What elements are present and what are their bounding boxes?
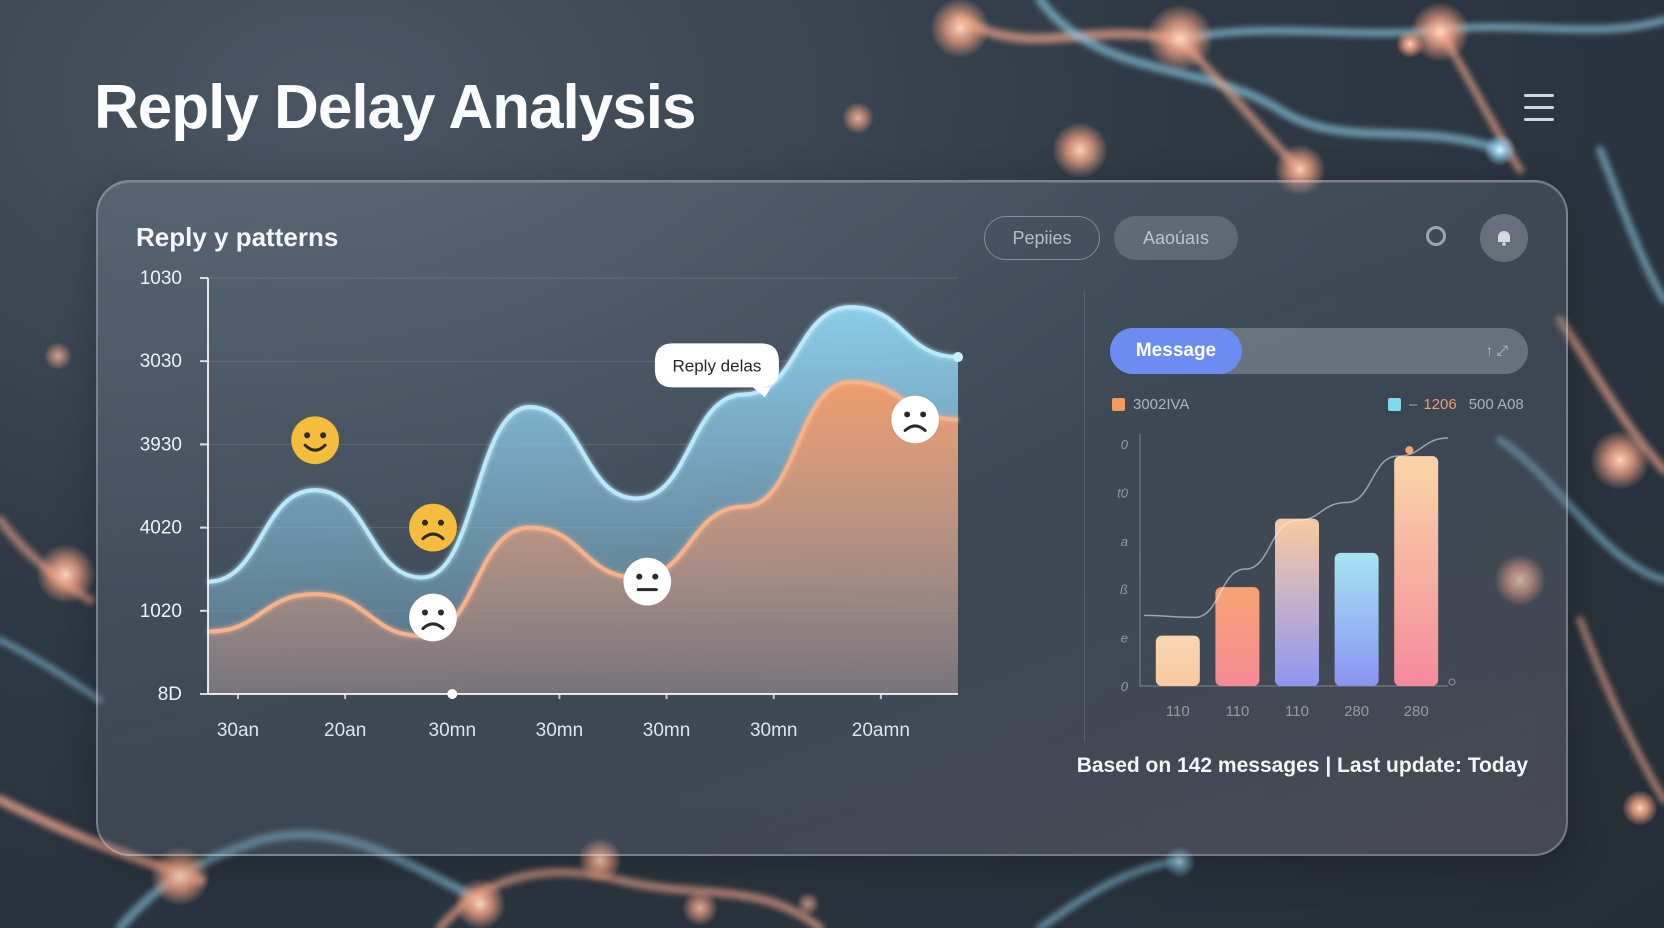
replies-filter-button[interactable]: Pepiies [984, 216, 1100, 260]
footer-note: Based on 142 messages | Last update: Tod… [1076, 754, 1528, 777]
bar-x-tick-label: 110 [1285, 703, 1309, 720]
bar [1275, 518, 1319, 686]
refresh-icon[interactable] [1426, 226, 1446, 246]
legend-swatch-blue [1388, 398, 1401, 411]
analysis-card: 8D 1020 4020 3930 3030 1030 30an 20an 30mn 30mn 30… [96, 180, 1568, 856]
x-tick-label: 30mn [536, 720, 584, 741]
hamburger-menu-icon[interactable] [1524, 94, 1554, 126]
bar-x-tick-label: 110 [1166, 703, 1190, 720]
x-tick-label: 20an [324, 720, 366, 741]
y-tick-label: 1020 [140, 601, 182, 622]
area-chart-markers [290, 394, 940, 642]
message-dropdown[interactable]: Message ↑ ⤢ [1110, 328, 1528, 374]
legend-label: ‒ [1409, 396, 1418, 413]
bar [1394, 456, 1439, 686]
bar-y-tick-label: t0 [1117, 485, 1129, 500]
x-axis-handle[interactable] [447, 689, 458, 699]
y-tick-label: 3930 [140, 434, 182, 455]
bar [1155, 635, 1200, 686]
series-line [207, 305, 959, 584]
bar-x-tick-label: 280 [1404, 703, 1429, 720]
mood-sad-icon [890, 394, 940, 444]
legend-item: 3002IVA [1112, 396, 1189, 413]
trend-point [1405, 446, 1414, 455]
tooltip-text: Reply delas [673, 356, 762, 375]
series-area [208, 382, 958, 694]
dropdown-caret-icon: ↑ ⤢ [1485, 342, 1508, 358]
bar-y-tick-label: a [1121, 534, 1128, 549]
x-tick-label: 20amn [852, 720, 910, 741]
mood-sad-icon [408, 503, 458, 553]
bar-y-tick-label: e [1121, 631, 1128, 646]
series-line [207, 379, 959, 638]
bar-x-tick-label: 110 [1225, 703, 1249, 720]
y-tick-label: 3030 [140, 351, 182, 372]
bar-y-tick-label: 0 [1121, 679, 1129, 694]
bar-x-tick-label: 280 [1344, 703, 1369, 720]
bar-y-tick-label: ß [1120, 582, 1128, 597]
panel-divider [1084, 292, 1085, 742]
analytics-filter-button[interactable]: Aaoúaıs [1114, 216, 1238, 260]
bar-chart: 0 e ß a t0 0 110 110 110 280 280 [1117, 434, 1456, 720]
area-chart-series [207, 305, 963, 694]
notification-button[interactable] [1480, 214, 1528, 262]
legend-value: 500 A08 [1468, 396, 1524, 413]
bar [1334, 552, 1379, 686]
page-title: Reply Delay Analysis [94, 73, 696, 142]
legend-label: 3002IVA [1133, 396, 1190, 413]
x-tick-label: 30an [217, 720, 259, 741]
x-tick-label: 30mn [429, 720, 477, 741]
message-dropdown-label: Message [1110, 328, 1242, 374]
bar [1215, 587, 1260, 686]
mood-happy-icon [290, 415, 340, 465]
series-endpoint [953, 352, 963, 363]
legend-value: 1206 [1423, 396, 1457, 413]
card-title: Reply y patterns [136, 222, 339, 252]
y-tick-label: 4020 [140, 518, 182, 539]
area-chart-axes: 8D 1020 4020 3930 3030 1030 30an 20an 30mn 30mn 30… [140, 268, 958, 741]
y-tick-label: 1030 [140, 268, 182, 289]
bar-y-tick-label: 0 [1121, 437, 1129, 452]
bell-icon [1498, 231, 1510, 246]
reply-delay-tooltip: Reply delas [654, 343, 779, 398]
legend-swatch-orange [1112, 398, 1125, 411]
x-tick-label: 30mn [750, 720, 798, 741]
chart-canvas: 8D 1020 4020 3930 3030 1030 30an 20an 30mn 30mn 30… [140, 268, 1456, 741]
y-tick-label: 8D [158, 684, 182, 705]
legend-item: ‒ 1206 500 A08 [1388, 396, 1524, 413]
mood-sad-icon [408, 592, 458, 642]
mood-neutral-icon [622, 557, 672, 607]
x-tick-label: 30mn [643, 720, 691, 741]
bar-axis-end [1448, 678, 1456, 686]
trend-line [1143, 437, 1449, 619]
